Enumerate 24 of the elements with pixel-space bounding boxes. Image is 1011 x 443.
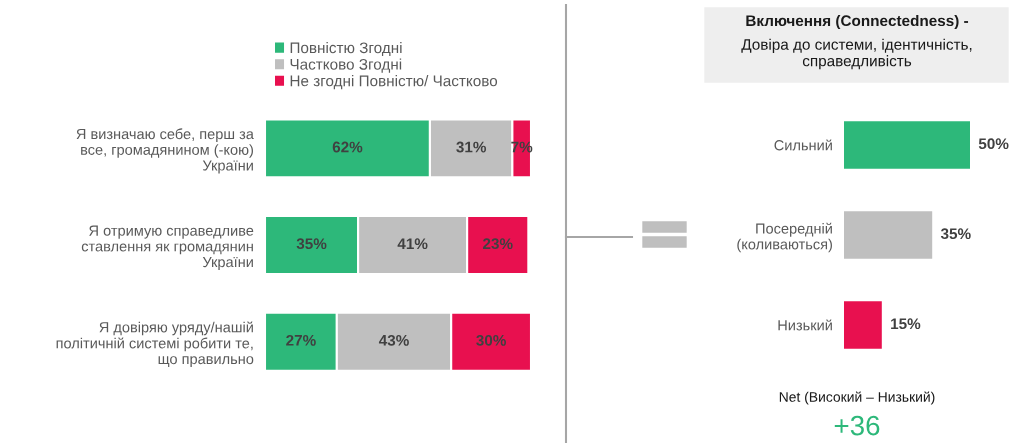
data-label: 27%	[286, 334, 316, 346]
data-label: 41%	[397, 238, 428, 250]
text: +36	[834, 415, 880, 436]
y-tick-label: Посередній (коливаються)	[737, 222, 832, 253]
data-label: 15%	[891, 318, 921, 330]
text: Net (Високий – Низький)	[779, 391, 935, 405]
legend-label: Частково Згодні	[290, 58, 402, 73]
y-tick-label: Я визначаю себе, перш за все, громадянином (-кою) України	[76, 128, 254, 174]
data-label: 50%	[978, 138, 1009, 150]
data-label: 31%	[456, 141, 487, 153]
y-tick-label: Низький	[778, 319, 832, 331]
data-label: 62%	[332, 141, 363, 153]
chart-subtitle: Довіра до системи, ідентичність, справедливість	[741, 38, 972, 70]
y-tick-label: Я довіряю уряду/нашій політичній системі робити те, що правильно	[56, 321, 254, 368]
y-tick-label: Сильний	[774, 139, 832, 151]
data-label: 30%	[476, 334, 506, 346]
legend-label: Не згодні Повністю/ Частково	[290, 75, 498, 90]
y-tick-label: Я отримую справедливе ставлення як громадянин України	[81, 225, 254, 271]
chart-title: Включення (Connectedness) -	[746, 14, 969, 30]
data-label: 43%	[378, 334, 409, 346]
data-label: 35%	[940, 228, 971, 240]
data-label: 23%	[482, 238, 513, 250]
legend-label: Повністю Згодні	[290, 42, 402, 57]
data-label: 35%	[296, 238, 327, 250]
